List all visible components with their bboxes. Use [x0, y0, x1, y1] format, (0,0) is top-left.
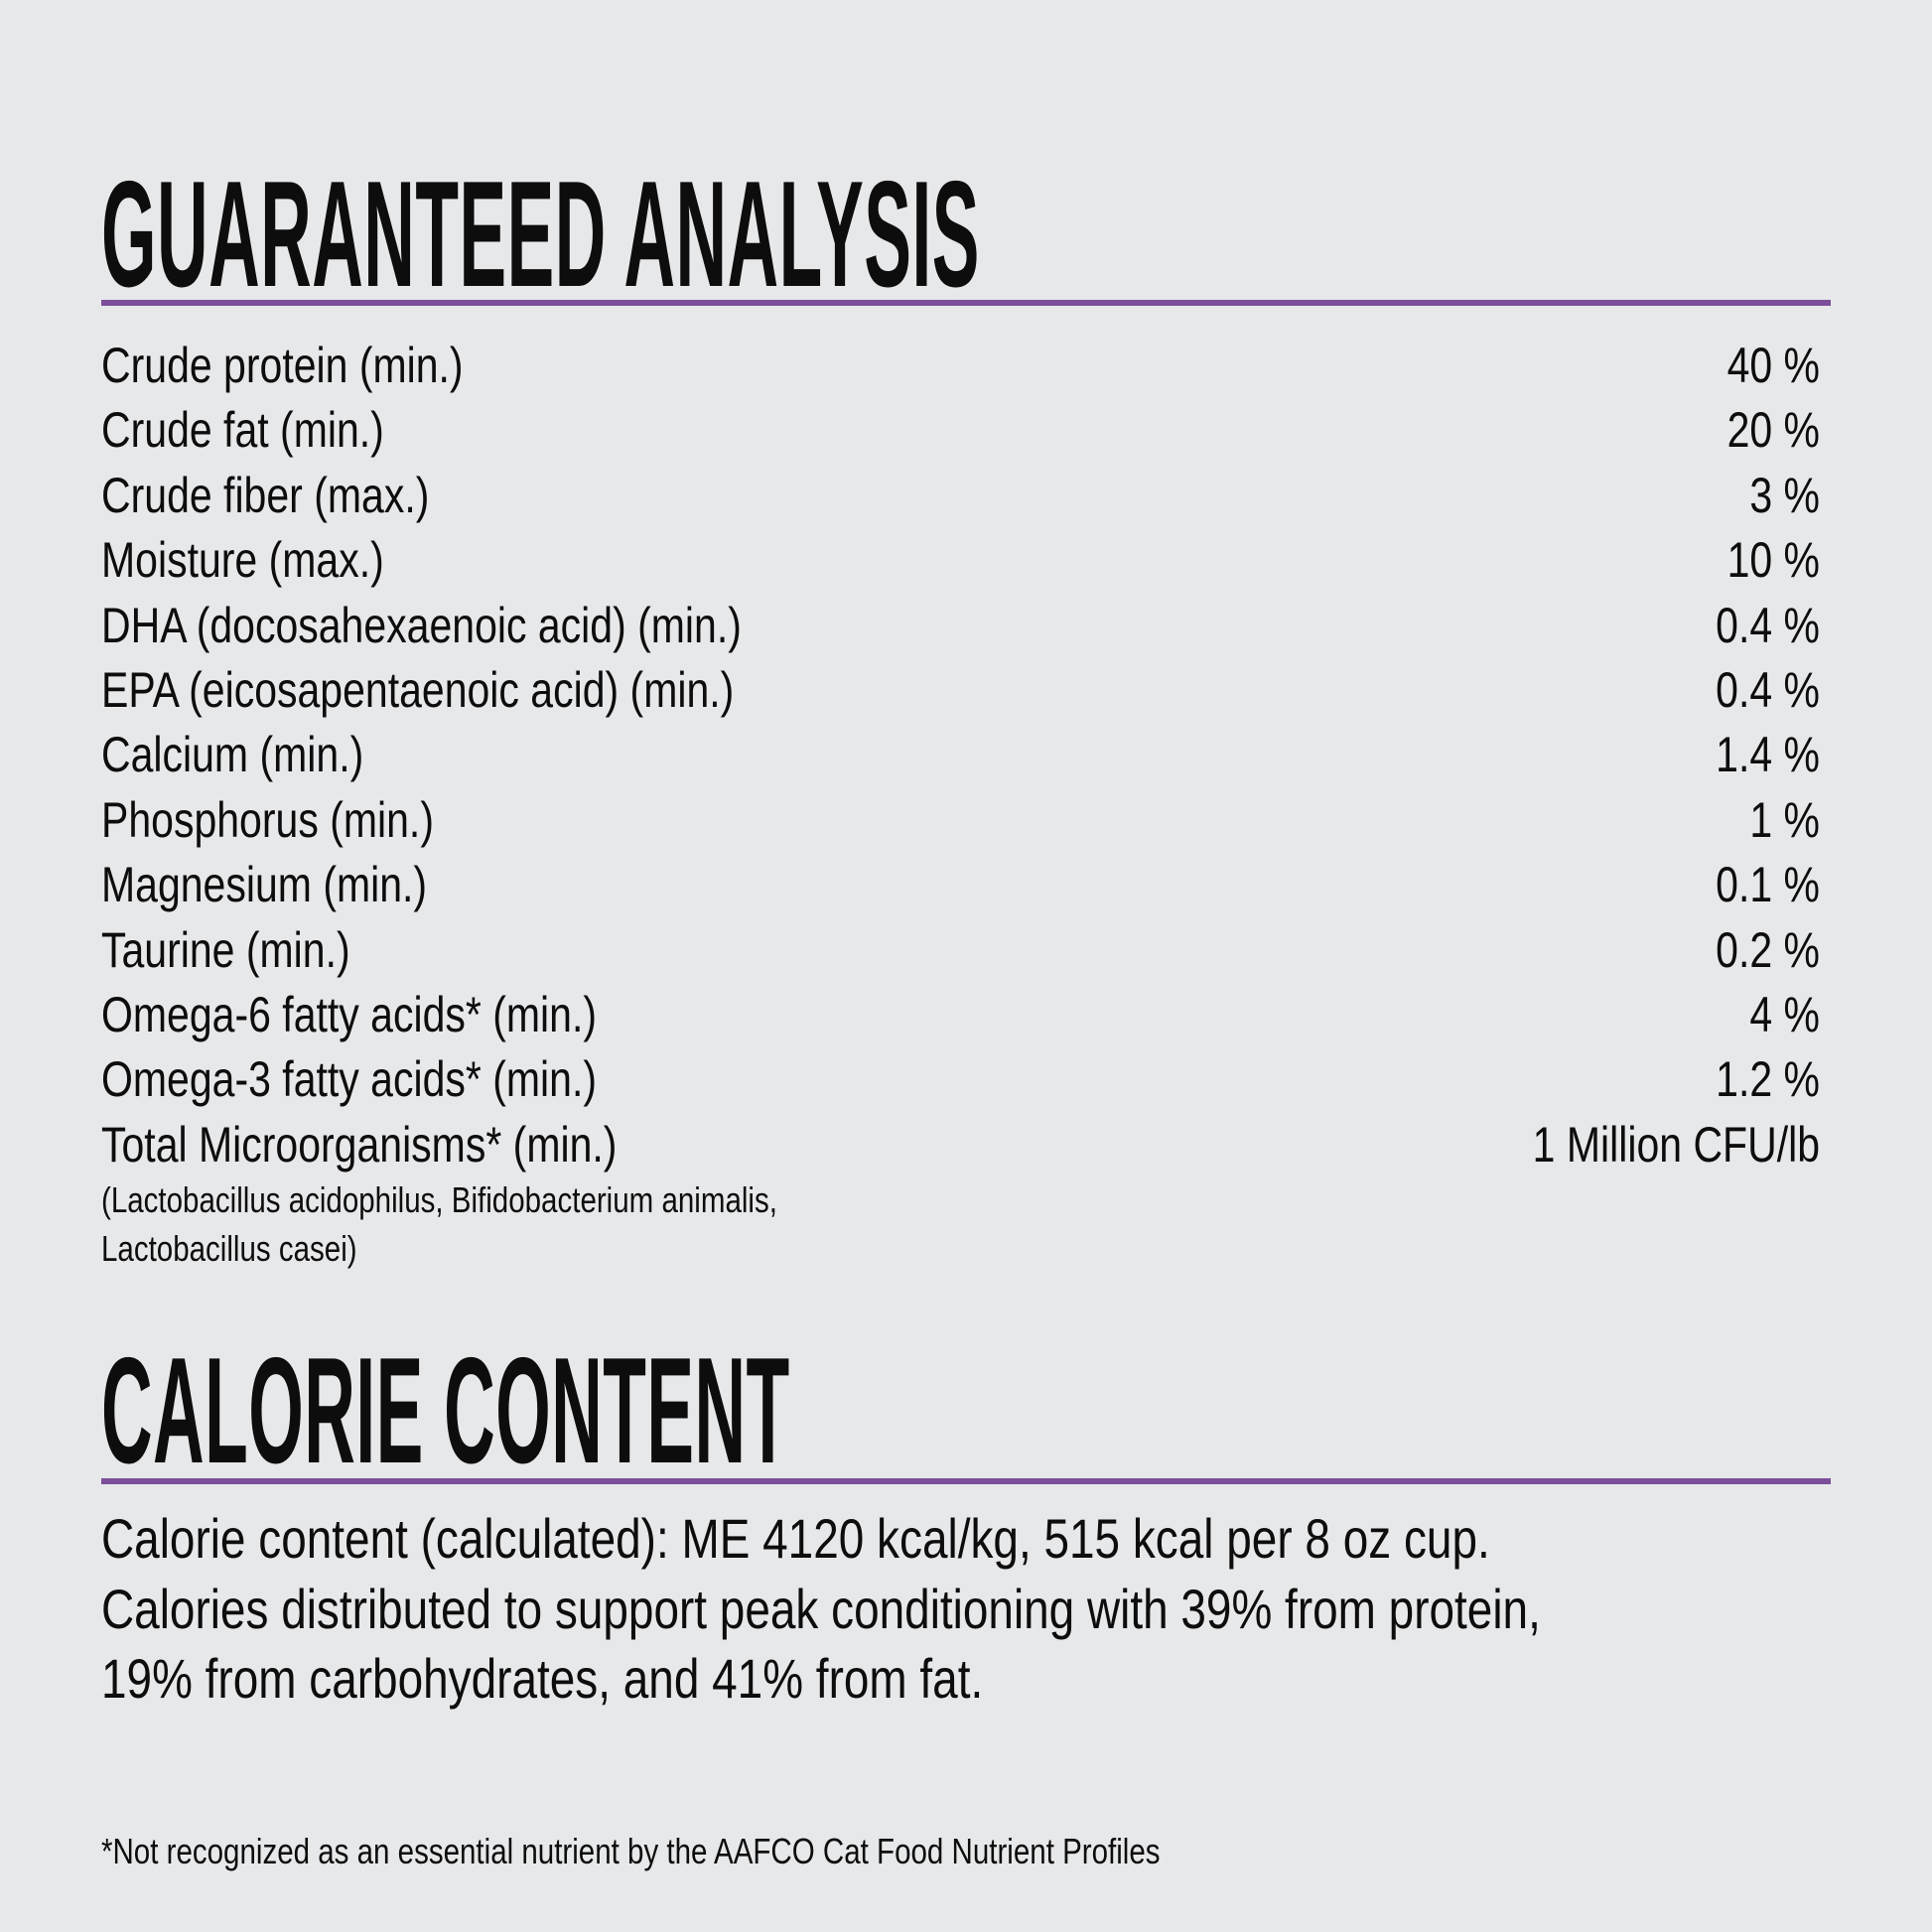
nutrient-value: 1 % [1749, 791, 1821, 848]
calorie-line: Calories distributed to support peak con… [101, 1577, 1541, 1640]
nutrient-label: EPA (eicosapentaenoic acid) (min.) [101, 661, 735, 718]
table-row: Moisture (max.) 10 % [101, 528, 1820, 593]
table-row: DHA (docosahexaenoic acid) (min.) 0.4 % [101, 594, 1820, 658]
nutrient-value: 0.2 % [1716, 921, 1821, 978]
calorie-content-heading: CALORIE CONTENT [101, 1326, 790, 1495]
guaranteed-analysis-heading: GUARANTEED ANALYSIS [101, 150, 980, 319]
note-line: (Lactobacillus acidophilus, Bifidobacter… [101, 1179, 777, 1220]
nutrient-label: Omega-3 fatty acids* (min.) [101, 1051, 597, 1108]
table-row: Phosphorus (min.) 1 % [101, 788, 1820, 853]
nutrient-value: 1.2 % [1716, 1051, 1821, 1108]
nutrient-value: 4 % [1749, 986, 1821, 1042]
calorie-line: 19% from carbohydrates, and 41% from fat… [101, 1647, 984, 1710]
nutrient-label: Crude protein (min.) [101, 338, 464, 393]
section-divider [101, 300, 1831, 306]
nutrient-label: Total Microorganisms* (min.) [101, 1116, 618, 1173]
nutrient-label: Crude fiber (max.) [101, 467, 430, 523]
nutrient-value: 40 % [1726, 338, 1821, 393]
table-row: Crude fiber (max.) 3 % [101, 464, 1820, 528]
nutrient-value: 0.4 % [1716, 597, 1821, 653]
table-row: Magnesium (min.) 0.1 % [101, 853, 1820, 917]
nutrient-label: Crude fat (min.) [101, 402, 384, 459]
calorie-line: Calorie content (calculated): ME 4120 kc… [101, 1507, 1490, 1570]
nutrient-value: 10 % [1726, 532, 1821, 589]
table-row: Crude fat (min.) 20 % [101, 398, 1820, 463]
nutrient-value: 0.1 % [1716, 857, 1821, 913]
nutrient-value: 0.4 % [1716, 661, 1821, 718]
nutrient-value: 3 % [1749, 467, 1821, 523]
nutrient-value: 1.4 % [1716, 727, 1821, 783]
table-row: EPA (eicosapentaenoic acid) (min.) 0.4 % [101, 658, 1820, 723]
microorganisms-note: (Lactobacillus acidophilus, Bifidobacter… [101, 1175, 1241, 1273]
table-row: Omega-3 fatty acids* (min.) 1.2 % [101, 1047, 1820, 1112]
nutrient-label: DHA (docosahexaenoic acid) (min.) [101, 597, 742, 653]
analysis-table: Crude protein (min.) 40 % Crude fat (min.)… [101, 334, 1820, 1177]
nutrient-value: 20 % [1726, 402, 1821, 459]
footnote: *Not recognized as an essential nutrient… [101, 1831, 1161, 1871]
nutrient-label: Omega-6 fatty acids* (min.) [101, 986, 597, 1042]
table-row: Crude protein (min.) 40 % [101, 334, 1820, 398]
section-divider [101, 1478, 1831, 1484]
nutrient-label: Magnesium (min.) [101, 857, 428, 913]
note-line: Lactobacillus casei) [101, 1228, 357, 1269]
table-row: Omega-6 fatty acids* (min.) 4 % [101, 983, 1820, 1047]
table-row: Calcium (min.) 1.4 % [101, 723, 1820, 787]
table-row: Total Microorganisms* (min.) 1 Million CF… [101, 1113, 1820, 1177]
nutrient-label: Moisture (max.) [101, 532, 384, 589]
table-row: Taurine (min.) 0.2 % [101, 918, 1820, 983]
nutrient-label: Phosphorus (min.) [101, 791, 434, 848]
nutrient-label: Taurine (min.) [101, 921, 350, 978]
calorie-paragraph: Calorie content (calculated): ME 4120 kc… [101, 1504, 1867, 1715]
nutrient-label: Calcium (min.) [101, 727, 364, 783]
nutrient-value: 1 Million CFU/lb [1532, 1116, 1821, 1173]
